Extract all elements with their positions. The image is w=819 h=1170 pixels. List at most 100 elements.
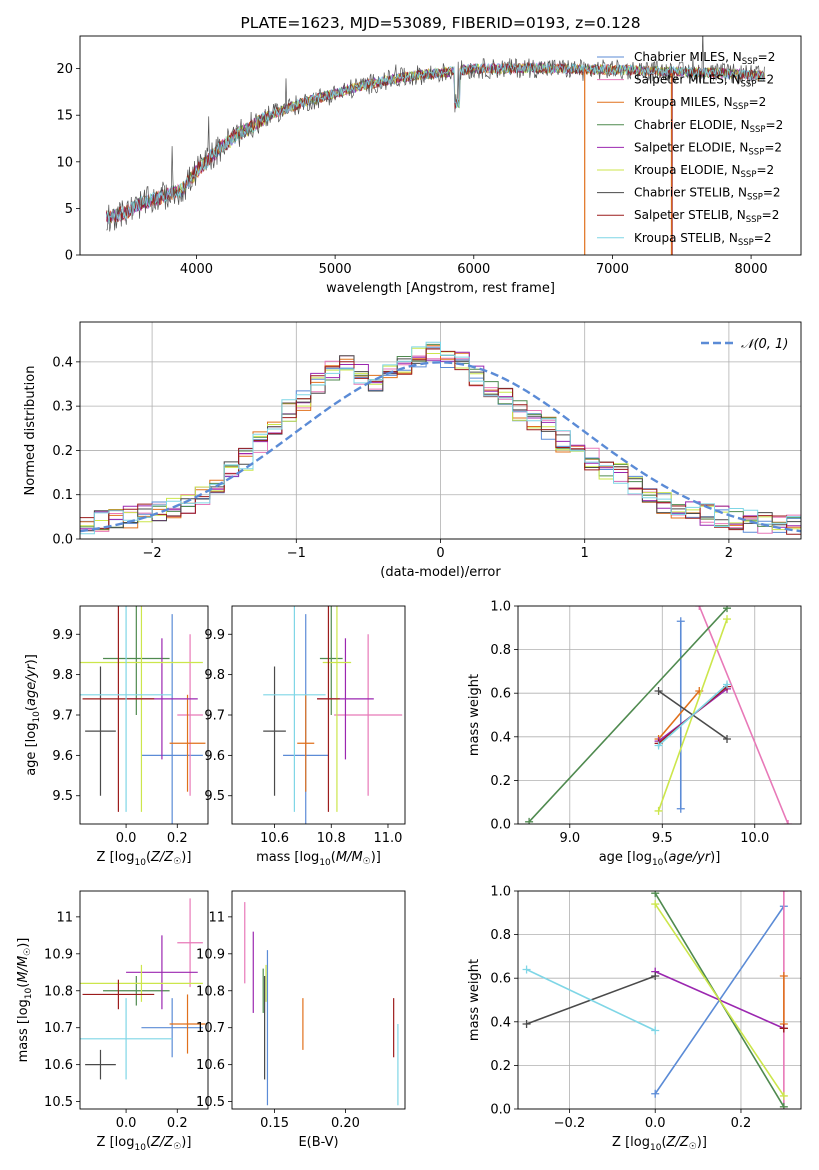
x-tick-label: −2 [143,546,162,561]
errorbars-mass_vs_ebv [244,902,399,1106]
y-tick-label: 15 [56,109,73,124]
y-tick-label: 10.8 [44,984,73,999]
axes-frame [517,890,802,1110]
y-tick-label: 0.4 [490,1015,511,1030]
y-tick-label: 9.6 [204,749,225,764]
legend: Chabrier MILES, NSSP=2 Salpeter MILES, NS… [597,50,783,248]
y-tick-label: 0.4 [490,730,511,745]
weight-marker-kroupa_elodie [654,806,663,815]
x-tick-label: 10.0 [740,831,769,846]
weight-lines-weight_vs_Z [522,891,788,1109]
spectrum-line-kroupa_stelib [105,62,765,225]
x-axis-label: mass [log10(M/M☉)] [256,850,381,868]
x-axis-label: (data-model)/error [380,565,501,580]
y-tick-label: 0.4 [52,355,73,370]
y-tick-label: 10.5 [196,1095,225,1110]
weight-line-salpeter_miles [698,606,789,824]
x-tick-label: 1 [581,546,589,561]
y-tick-label: 0.3 [52,400,73,415]
x-tick-label: 9.5 [652,831,673,846]
weight-marker-chabrier_stelib [654,687,663,696]
x-axis-label: wavelength [Angstrom, rest frame] [326,281,555,296]
x-tick-label: 0.2 [731,1116,752,1131]
y-tick-label: 0.8 [490,643,511,658]
axes-age_vs_mass: 10.6 10.8 11.0 9.5 9.6 9.7 9.8 9.9 mass [log10(M… [204,628,402,868]
normal-curve [79,361,802,533]
y-tick-label: 0.0 [490,818,511,833]
weight-line-chabrier_elodie [528,607,728,823]
weight-marker-chabrier_elodie [525,817,534,824]
weight-marker-kroupa_stelib [723,680,732,689]
histogram-step-kroupa_stelib [80,341,801,535]
legend-label: Chabrier ELODIE, NSSP=2 [634,118,783,135]
x-tick-label: 10.6 [260,831,289,846]
spectrum-line-chabrier_stelib [106,36,765,232]
y-tick-label: 0.6 [490,687,511,702]
legend-label: Kroupa ELODIE, NSSP=2 [634,163,774,180]
weight-marker-salpeter_miles [779,891,788,895]
x-tick-label: 0.0 [645,1116,666,1131]
legend-label: Salpeter ELODIE, NSSP=2 [634,140,782,157]
x-axis-label: E(B-V) [298,1135,338,1150]
weight-marker-chabrier_stelib [522,1019,531,1028]
errorbars-age_vs_Z [80,606,206,824]
x-tick-label: 0.20 [331,1116,360,1131]
axes-frame [79,890,209,1110]
axes-mass_vs_Z: 0.0 0.2 10.5 10.6 10.7 10.8 10.9 11 Z [log10(Z/Z… [16,910,191,1153]
y-tick-label: 9.6 [52,749,73,764]
y-tick-label: 10.8 [196,984,225,999]
x-tick-label: 9.0 [559,831,580,846]
weight-marker-kroupa_elodie [779,1091,788,1100]
chart-title: PLATE=1623, MJD=53089, FIBERID=0193, z=0… [240,14,640,32]
y-tick-label: 10.7 [196,1021,225,1036]
y-tick-label: 10 [56,155,73,170]
weight-marker-chabrier_miles [676,617,685,626]
y-tick-label: 0 [65,249,73,264]
x-axis-label: Z [log10(Z/Z☉)] [97,850,192,868]
y-tick-label: 11 [56,910,73,925]
weight-marker-chabrier_elodie [779,1102,788,1109]
y-tick-label: 0.1 [52,488,73,503]
x-axis-label: age [log10(age/yr)] [599,850,721,868]
x-tick-label: 0.2 [167,831,188,846]
weight-line-kroupa_stelib [658,683,728,747]
errorbars-age_vs_mass [263,606,403,824]
weight-marker-salpeter_miles [784,820,793,824]
axes-frame [79,35,802,256]
y-tick-label: 0.0 [52,533,73,548]
weight-marker-chabrier_elodie [723,606,732,613]
x-tick-label: −0.2 [554,1116,586,1131]
x-tick-label: 0.0 [116,831,137,846]
y-tick-label: 0.0 [490,1103,511,1118]
y-tick-label: 20 [56,62,73,77]
legend-label: Kroupa MILES, NSSP=2 [634,95,766,112]
x-tick-label: 6000 [457,262,490,277]
weight-marker-chabrier_stelib [651,972,660,981]
y-tick-label: 10.6 [44,1058,73,1073]
weight-marker-kroupa_stelib [654,741,663,750]
weight-marker-chabrier_stelib [723,734,732,743]
y-tick-label: 0.8 [490,928,511,943]
spectrum-lines [105,36,766,255]
y-axis-label: mass weight [467,674,482,756]
y-tick-label: 9.9 [52,628,73,643]
weight-marker-chabrier_elodie [651,891,660,898]
x-tick-label: 11.0 [374,831,403,846]
x-tick-label: 0 [436,546,444,561]
y-tick-label: 10.9 [196,947,225,962]
y-tick-label: 0.2 [52,444,73,459]
weight-line-kroupa_elodie [654,903,785,1097]
legend-label: Chabrier STELIB, NSSP=2 [634,186,781,203]
weight-marker-kroupa_elodie [723,615,732,624]
axes-weight_vs_age: 9.0 9.5 10.0 0.0 0.2 0.4 0.6 0.8 1.0 age [log10(a… [467,600,801,868]
errorbars-mass_vs_Z [80,898,206,1080]
y-tick-label: 0.6 [490,972,511,987]
y-tick-label: 9.8 [52,668,73,683]
axes-weight_vs_Z: −0.2 0.0 0.2 0.0 0.2 0.4 0.6 0.8 1.0 Z [log10(Z/Z… [467,885,801,1153]
legend-label: Kroupa STELIB, NSSP=2 [634,231,772,248]
weight-marker-kroupa_miles [779,972,788,981]
y-axis-label: mass weight [467,959,482,1041]
normal-legend-label: 𝒩(0, 1) [741,337,788,352]
axes-frame [231,890,406,1110]
